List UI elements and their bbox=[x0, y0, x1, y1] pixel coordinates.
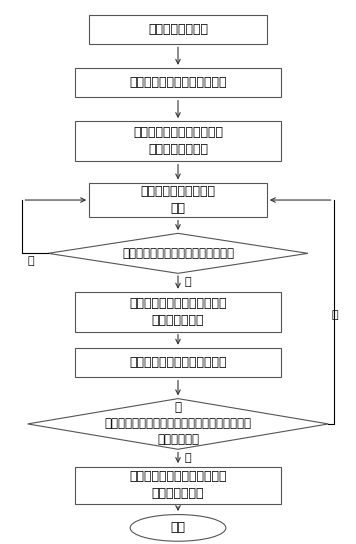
FancyBboxPatch shape bbox=[75, 348, 281, 378]
Polygon shape bbox=[48, 233, 308, 273]
Text: 完成: 完成 bbox=[171, 521, 185, 534]
FancyBboxPatch shape bbox=[89, 183, 267, 218]
Text: 键盘随第一姿态逐渐滑出显示: 键盘随第一姿态逐渐滑出显示 bbox=[129, 356, 227, 369]
Text: 提供一触摸显示屏: 提供一触摸显示屏 bbox=[148, 23, 208, 36]
Text: 检测触控信号是否在起始触发点位置: 检测触控信号是否在起始触发点位置 bbox=[122, 247, 234, 260]
FancyBboxPatch shape bbox=[75, 292, 281, 332]
FancyBboxPatch shape bbox=[75, 121, 281, 162]
Text: 是: 是 bbox=[185, 453, 192, 462]
FancyBboxPatch shape bbox=[75, 68, 281, 97]
Text: 设置起始触发点和终止触发点: 设置起始触发点和终止触发点 bbox=[129, 76, 227, 89]
Polygon shape bbox=[28, 399, 328, 449]
Text: 判
断所述连续触控信号的触发终止位置是否超过所
述终止触发点: 判 断所述连续触控信号的触发终止位置是否超过所 述终止触发点 bbox=[105, 401, 251, 447]
Text: 是: 是 bbox=[185, 277, 192, 287]
Text: 在触摸屏上执行第一姿态，产
生连续触控信号: 在触摸屏上执行第一姿态，产 生连续触控信号 bbox=[129, 297, 227, 327]
Text: 触摸显示屏，产生触控
信号: 触摸显示屏，产生触控 信号 bbox=[141, 185, 215, 215]
Text: 否: 否 bbox=[27, 256, 34, 267]
Text: 剩余未显示键盘按预设滑动轨
道滑出全部显示: 剩余未显示键盘按预设滑动轨 道滑出全部显示 bbox=[129, 470, 227, 500]
FancyBboxPatch shape bbox=[89, 15, 267, 44]
Ellipse shape bbox=[130, 515, 226, 541]
Text: 否: 否 bbox=[332, 310, 339, 320]
FancyBboxPatch shape bbox=[75, 467, 281, 504]
Text: 在起始触发点和终止触发点
之间设置滑动轨道: 在起始触发点和终止触发点 之间设置滑动轨道 bbox=[133, 126, 223, 156]
